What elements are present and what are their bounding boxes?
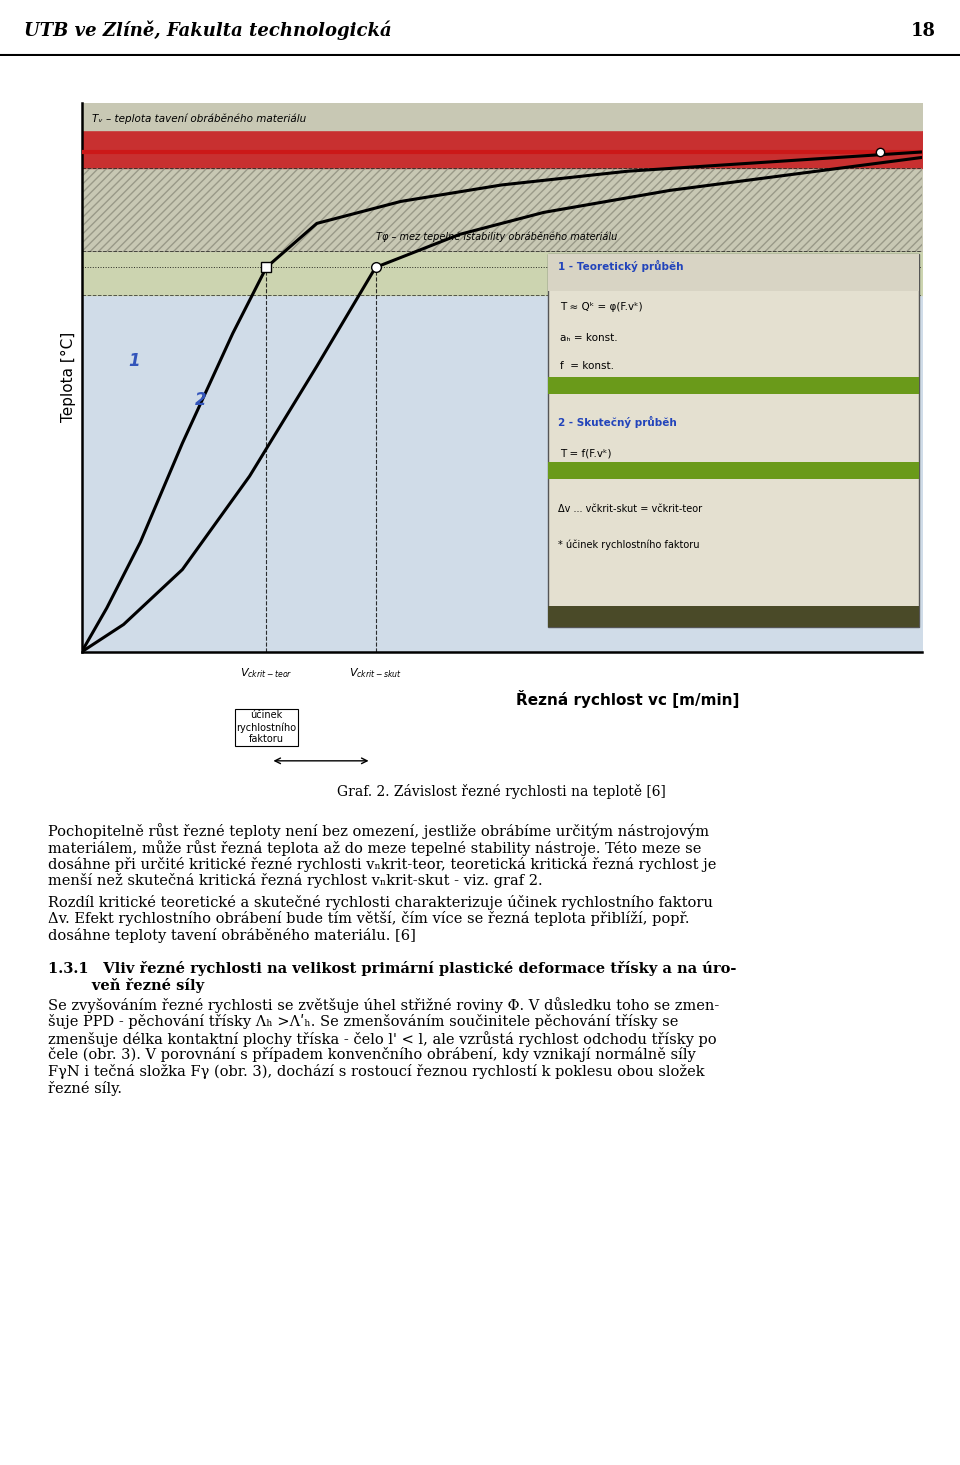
Text: Tφ – mez tepelné lstability obráběného materiálu: Tφ – mez tepelné lstability obráběného m… <box>375 231 617 242</box>
Text: zmenšuje délka kontaktní plochy tříska - čelo l' < l, ale vzrůstá rychlost odcho: zmenšuje délka kontaktní plochy tříska -… <box>48 1031 716 1046</box>
Text: 18: 18 <box>911 22 936 40</box>
Bar <box>548 607 919 627</box>
Text: FγN i tečná složka Fγ (obr. 3), dochází s rostoucí řeznou rychlostí k poklesu ob: FγN i tečná složka Fγ (obr. 3), dochází … <box>48 1064 705 1078</box>
Text: Řezná rychlost vc [m/min]: Řezná rychlost vc [m/min] <box>516 690 739 708</box>
Bar <box>548 377 919 394</box>
Text: $V_{ckrit-teor}$: $V_{ckrit-teor}$ <box>240 667 293 680</box>
Text: šuje PPD - pěchování třísky Λₕ >Λʹₕ. Se zmenšováním součinitele pěchování třísky: šuje PPD - pěchování třísky Λₕ >Λʹₕ. Se … <box>48 1014 679 1030</box>
Text: Graf. 2. Závislost řezné rychlosti na teplotě [6]: Graf. 2. Závislost řezné rychlosti na te… <box>337 784 666 800</box>
Text: Δv. Efekt rychlostního obrábení bude tím větší, čím více se řezná teplota přiblí: Δv. Efekt rychlostního obrábení bude tím… <box>48 911 689 926</box>
Y-axis label: Teplota [°C]: Teplota [°C] <box>61 333 76 422</box>
Text: Tᵥ – teplota tavení obráběného materiálu: Tᵥ – teplota tavení obráběného materiálu <box>92 114 306 125</box>
Text: 2 - Skutečný průběh: 2 - Skutečný průběh <box>558 416 677 428</box>
Text: dosáhne teploty tavení obráběného materiálu. [6]: dosáhne teploty tavení obráběného materi… <box>48 927 416 943</box>
Text: f  = konst.: f = konst. <box>561 360 614 371</box>
Bar <box>548 253 919 627</box>
Bar <box>548 463 919 479</box>
Text: 1 - Teoretický průběh: 1 - Teoretický průběh <box>558 261 684 272</box>
Text: Δv ... včkrit-skut = včkrit-teor: Δv ... včkrit-skut = včkrit-teor <box>558 504 702 514</box>
Text: Rozdíl kritické teoretické a skutečné rychlosti charakterizuje účinek rychlostní: Rozdíl kritické teoretické a skutečné ry… <box>48 895 713 910</box>
Text: * účinek rychlostního faktoru: * účinek rychlostního faktoru <box>558 539 700 549</box>
Text: UTB ve Zlíně, Fakulta technologická: UTB ve Zlíně, Fakulta technologická <box>24 21 392 41</box>
Text: T = f(F.vᵏ): T = f(F.vᵏ) <box>561 448 612 459</box>
Bar <box>548 253 919 292</box>
Text: čele (obr. 3). V porovnání s případem konvenčního obrábení, kdy vznikají normáln: čele (obr. 3). V porovnání s případem ko… <box>48 1047 696 1062</box>
Text: veň řezné síly: veň řezné síly <box>48 977 204 993</box>
Text: aₕ = konst.: aₕ = konst. <box>561 333 618 343</box>
Text: materiálem, může růst řezná teplota až do meze tepelné stability nástroje. Této : materiálem, může růst řezná teplota až d… <box>48 839 702 856</box>
Text: dosáhne při určité kritické řezné rychlosti vₙkrit-teor, teoretická kritická řez: dosáhne při určité kritické řezné rychlo… <box>48 857 716 872</box>
Text: 1.3.1 Vliv řezné rychlosti na velikost primární plastické deformace třísky a na : 1.3.1 Vliv řezné rychlosti na velikost p… <box>48 961 736 976</box>
Text: T ≈ Qᵏ = φ(F.vᵏ): T ≈ Qᵏ = φ(F.vᵏ) <box>561 302 643 312</box>
Text: $V_{ckrit-skut}$: $V_{ckrit-skut}$ <box>349 667 402 680</box>
Text: menší než skutečná kritická řezná rychlost vₙkrit-skut - viz. graf 2.: menší než skutečná kritická řezná rychlo… <box>48 873 542 888</box>
Text: 2: 2 <box>195 391 206 409</box>
Text: Pochopitelně růst řezné teploty není bez omezení, jestliže obrábíme určitým nást: Pochopitelně růst řezné teploty není bez… <box>48 823 709 839</box>
Text: řezné síly.: řezné síly. <box>48 1081 122 1096</box>
Text: účinek
rychlostního
faktoru: účinek rychlostního faktoru <box>236 711 297 744</box>
Text: 1: 1 <box>128 352 139 371</box>
Text: Se zvyšováním řezné rychlosti se zvětšuje úhel střižné roviny Φ. V důsledku toho: Se zvyšováním řezné rychlosti se zvětšuj… <box>48 998 719 1014</box>
